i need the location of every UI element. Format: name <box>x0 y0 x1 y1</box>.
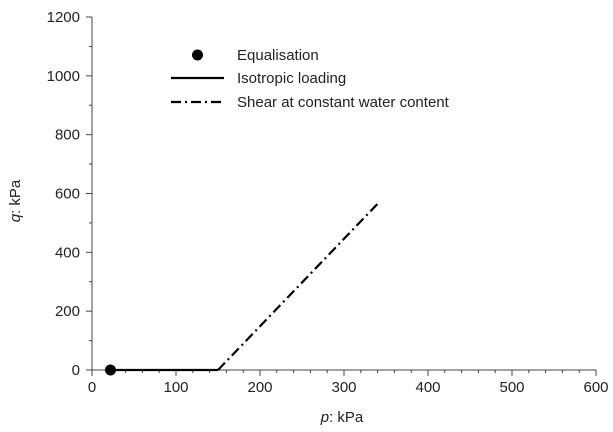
y-tick-label: 400 <box>55 244 80 261</box>
y-tick-label: 0 <box>72 362 80 379</box>
y-tick-label: 800 <box>55 127 80 144</box>
x-tick-label: 300 <box>331 379 356 396</box>
x-tick-label: 100 <box>163 379 188 396</box>
series-layer <box>104 203 379 376</box>
x-axis-label: p: kPa <box>320 409 364 426</box>
legend-label: Isotropic loading <box>237 70 346 87</box>
y-axis-label: q: kPa <box>7 179 24 222</box>
ticks: 0 100 200 300 400 500 600 0 200 400 600 800 1000 1200 <box>47 9 609 396</box>
legend-marker <box>192 49 203 61</box>
x-tick-label: 0 <box>88 379 96 396</box>
x-tick-label: 600 <box>583 379 608 396</box>
x-tick-label: 200 <box>247 379 272 396</box>
legend-label: Equalisation <box>237 47 319 64</box>
series-point-0 <box>104 364 116 376</box>
y-axis-unit: : kPa <box>7 179 24 214</box>
x-tick-label: 400 <box>415 379 440 396</box>
legend: Equalisation Isotropic loading Shear at co… <box>171 47 450 111</box>
y-tick-label: 1200 <box>47 9 80 26</box>
y-tick-label: 1000 <box>47 68 80 85</box>
series-line-2 <box>217 203 379 371</box>
x-axis-unit: : kPa <box>329 409 364 426</box>
y-axis-variable: q <box>7 213 24 222</box>
x-axis-variable: p <box>320 409 329 426</box>
legend-label: Shear at constant water content <box>237 94 450 111</box>
y-tick-label: 200 <box>55 303 80 320</box>
x-tick-label: 500 <box>499 379 524 396</box>
y-tick-label: 600 <box>55 186 80 203</box>
